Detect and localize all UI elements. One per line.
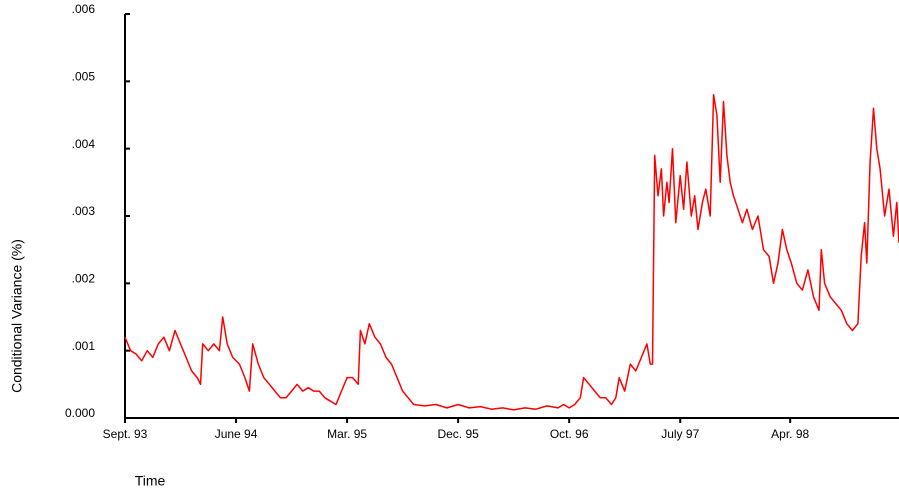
- x-tick-label: July 97: [661, 427, 699, 441]
- x-axis-title: Time: [135, 473, 166, 489]
- x-tick-label: Mar. 95: [327, 427, 367, 441]
- series-line: [124, 94, 899, 411]
- y-tick-label: .004: [72, 137, 96, 151]
- y-tick-label: .002: [72, 272, 96, 286]
- y-tick-label: 0.000: [65, 406, 95, 420]
- y-tick-label: .006: [72, 2, 96, 16]
- y-tick-label: .005: [72, 70, 96, 84]
- x-tick-label: Oct. 96: [550, 427, 589, 441]
- x-tick-label: June 94: [215, 427, 258, 441]
- y-tick-label: .003: [72, 204, 96, 218]
- x-tick-label: Dec. 95: [437, 427, 479, 441]
- x-tick-label: Sept. 93: [103, 427, 148, 441]
- y-tick-label: .001: [72, 339, 96, 353]
- y-axis-title: Conditional Variance (%): [9, 239, 25, 393]
- x-tick-label: Apr. 98: [771, 427, 809, 441]
